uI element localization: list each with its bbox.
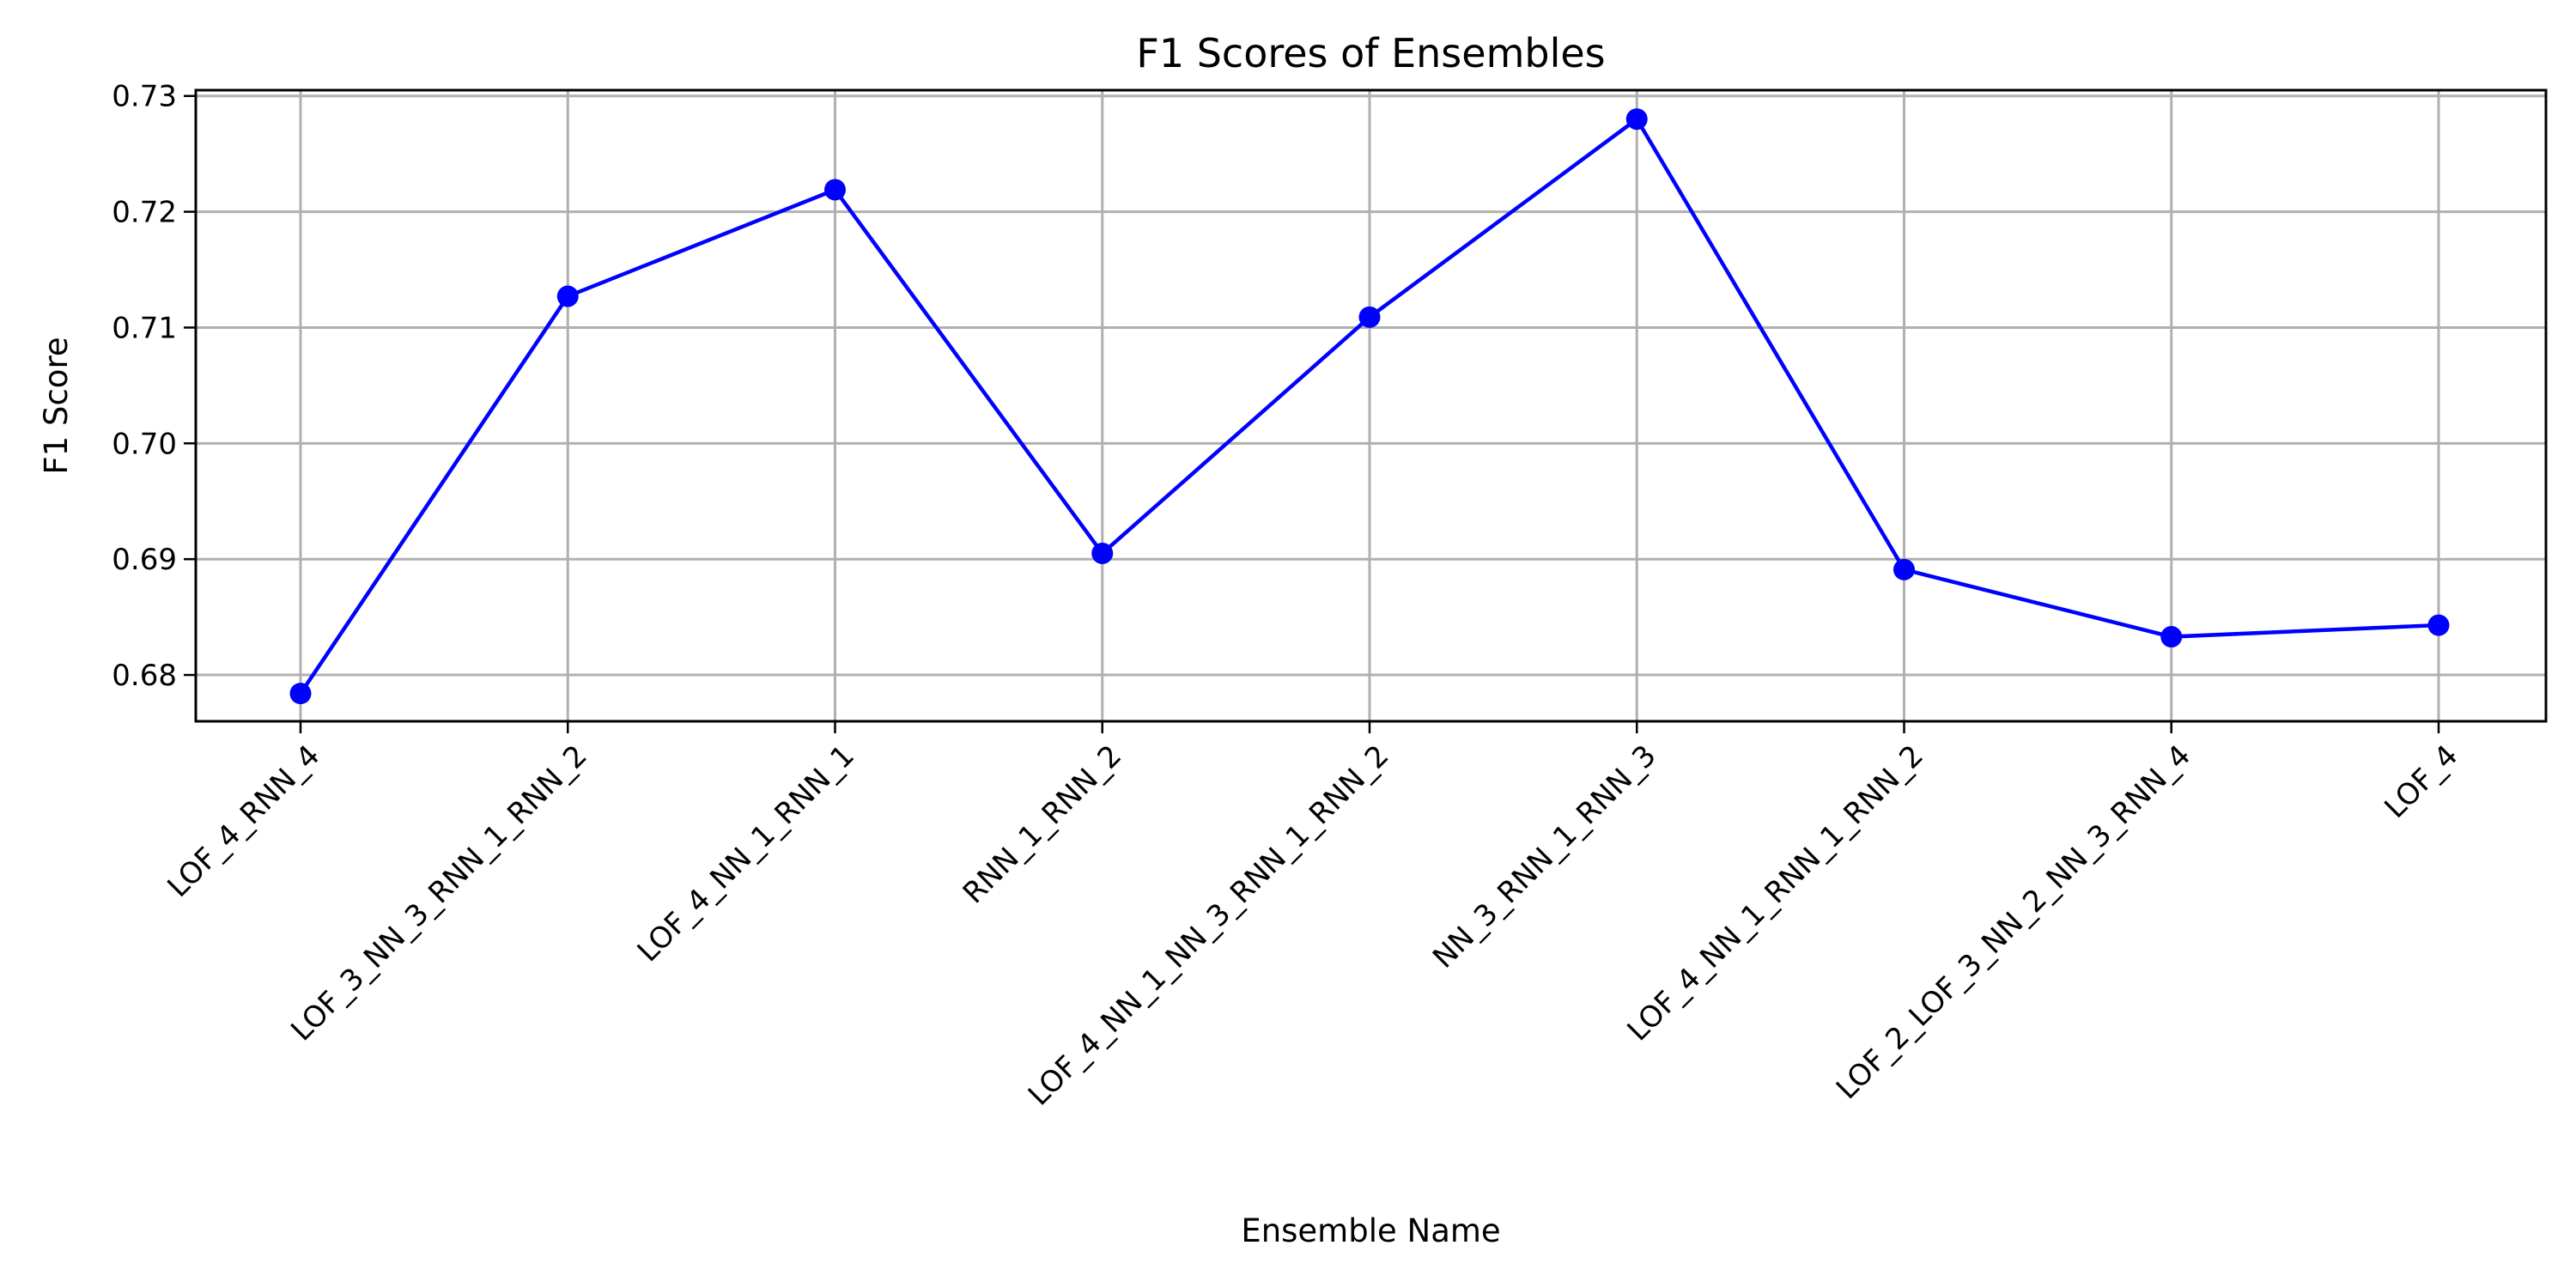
data-point-marker [289,683,312,705]
data-point-marker [2160,626,2183,648]
plot-frame [194,88,2548,723]
data-point-marker [2427,614,2450,636]
y-axis-title: F1 Score [38,337,75,474]
y-tick-label: 0.71 [112,311,177,345]
series-layer [289,108,2450,705]
data-point-marker [1091,542,1114,564]
data-point-marker [1625,108,1648,131]
y-tick-label: 0.73 [112,80,177,114]
y-tick-label: 0.70 [112,427,177,461]
chart-title: F1 Scores of Ensembles [1136,30,1605,76]
x-axis-title: Ensemble Name [1241,1212,1500,1249]
data-point-marker [1358,306,1381,328]
y-tick-label: 0.72 [112,196,177,230]
data-point-marker [824,179,846,201]
data-point-marker [556,285,579,307]
data-point-marker [1893,558,1915,580]
y-tick-label: 0.68 [112,659,177,693]
y-tick-label: 0.69 [112,543,177,577]
